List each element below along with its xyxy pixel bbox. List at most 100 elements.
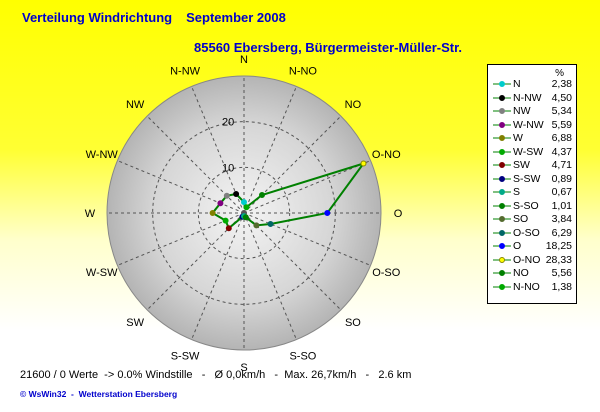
- legend-item: S-SW 0,89: [488, 173, 576, 186]
- point-O: [324, 210, 331, 216]
- legend-marker: [493, 148, 511, 155]
- legend-label: O-NO: [513, 253, 541, 266]
- title-period: September 2008: [186, 10, 286, 25]
- spoke-S-SW: [191, 212, 245, 340]
- legend-item: SW 4,71: [488, 159, 576, 172]
- legend-marker: [493, 121, 511, 128]
- title-text: Verteilung Windrichtung: [22, 10, 173, 25]
- legend-value: 6,88: [551, 132, 572, 144]
- point-W-SW: [222, 217, 229, 224]
- legend-item: W-NW 5,59: [488, 119, 576, 132]
- spoke-W-SW: [117, 212, 245, 266]
- legend-marker: [493, 256, 511, 263]
- point-N-NW: [233, 191, 240, 197]
- legend-value: 3,84: [551, 213, 572, 225]
- direction-label: S-SW: [171, 350, 200, 362]
- spoke-NW: [146, 115, 245, 214]
- spoke-W-NW: [117, 160, 245, 214]
- direction-label: NW: [126, 99, 145, 111]
- direction-label: S: [240, 362, 247, 374]
- legend-label: W: [513, 132, 523, 144]
- point-S-SO: [242, 214, 249, 221]
- ring-label: 10: [222, 162, 234, 174]
- legend-value: 4,37: [551, 145, 572, 158]
- legend-marker: [493, 202, 511, 209]
- legend-item: O-NO 28,33: [488, 254, 576, 267]
- direction-label: SO: [345, 317, 361, 329]
- spoke-O-SO: [243, 212, 371, 266]
- legend-unit: %: [555, 68, 564, 79]
- legend-value: 0,67: [551, 186, 572, 198]
- legend-label: O: [513, 240, 522, 252]
- legend-label: W-SW: [513, 145, 544, 158]
- legend-value: 5,34: [551, 105, 572, 117]
- legend-marker: [493, 243, 511, 249]
- direction-label: O-SO: [372, 267, 401, 279]
- legend-marker: [493, 216, 511, 222]
- rose-labels: 10 20 N N-NW NW W-NW W W-SW SW S-SW S S-SO SO O-SO O O-…: [85, 54, 403, 374]
- point-O-NO: [360, 160, 367, 167]
- legend-item: O-SO 6,29: [488, 227, 576, 240]
- spoke-S-SO: [243, 212, 297, 340]
- legend-value: 4,50: [551, 91, 572, 104]
- legend-label: W-NW: [513, 118, 544, 131]
- legend-label: N-NO: [513, 280, 540, 293]
- point-N-NO: [243, 204, 250, 211]
- spoke-SO: [243, 212, 342, 311]
- legend-item: S 0,67: [488, 186, 576, 199]
- legend-item: O 18,25: [488, 240, 576, 253]
- station-name: 85560 Ebersberg, Bürgermeister-Müller-St…: [194, 40, 463, 55]
- legend-label: NO: [513, 267, 529, 279]
- direction-label: SW: [126, 317, 144, 329]
- legend-marker: [493, 135, 511, 141]
- legend-value: 18,25: [545, 240, 572, 252]
- footer-stats: 21600 / 0 Werte -> 0.0% Windstille - Ø 0…: [20, 369, 412, 381]
- spoke-SW: [146, 212, 245, 311]
- legend-label: SW: [513, 159, 530, 171]
- legend-marker: [493, 189, 511, 195]
- legend-item: N-NO 1,38: [488, 281, 576, 294]
- legend-marker: [493, 81, 511, 87]
- direction-label: W-NW: [86, 149, 119, 161]
- legend-marker: [493, 162, 511, 168]
- legend-marker: [493, 94, 511, 101]
- legend-value: 5,59: [551, 118, 572, 131]
- legend-item: SO 3,84: [488, 213, 576, 226]
- legend-marker: [493, 108, 511, 114]
- point-N: [241, 199, 247, 206]
- legend-label: NW: [513, 105, 531, 117]
- legend-value: 1,01: [551, 199, 572, 212]
- direction-label: W-SW: [86, 267, 118, 279]
- spoke-N-NO: [243, 86, 297, 214]
- spoke-O-NO: [243, 160, 371, 214]
- legend-label: S: [513, 186, 521, 198]
- direction-label: S-SO: [289, 350, 316, 362]
- legend-label: O-SO: [513, 226, 540, 239]
- point-NW: [223, 192, 230, 199]
- direction-label: NO: [345, 99, 362, 111]
- legend-value: 5,56: [551, 267, 572, 279]
- legend-item: W 6,88: [488, 132, 576, 145]
- ring-10: [197, 166, 291, 260]
- direction-label: O: [394, 208, 403, 220]
- legend-item: N 2,38: [488, 78, 576, 91]
- legend-value: 0,89: [551, 172, 572, 185]
- point-O-SO: [267, 221, 274, 227]
- legend-label: S-SW: [513, 172, 541, 185]
- legend-marker: [493, 283, 511, 290]
- direction-label: O-NO: [372, 149, 401, 161]
- legend-item: W-SW 4,37: [488, 146, 576, 159]
- point-W-NW: [217, 200, 224, 207]
- legend-label: N: [513, 78, 521, 90]
- legend-value: 4,71: [551, 159, 572, 171]
- rose-data: [209, 160, 367, 232]
- legend-item: NW 5,34: [488, 105, 576, 118]
- legend-label: SO: [513, 213, 529, 225]
- direction-label: N-NW: [170, 66, 201, 78]
- legend-item: NO 5,56: [488, 267, 576, 280]
- footer-credit: © WsWin32 - Wetterstation Ebersberg: [20, 389, 178, 399]
- point-SO: [253, 222, 260, 229]
- legend-value: 2,38: [551, 78, 572, 90]
- legend-marker: [493, 229, 511, 236]
